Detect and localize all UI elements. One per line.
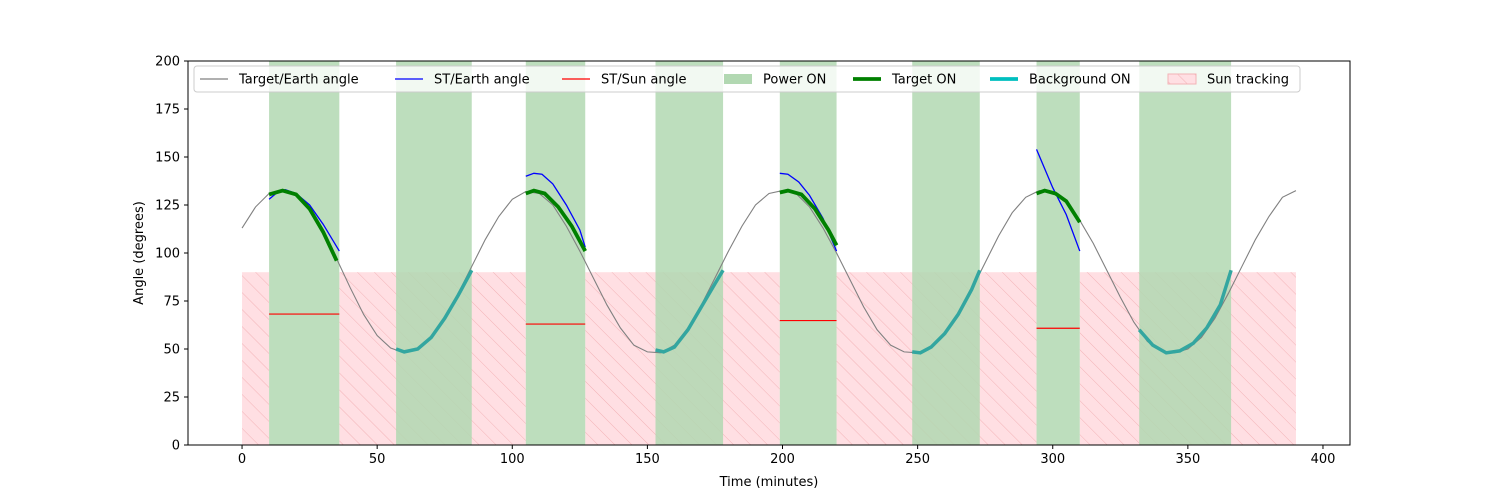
legend: Target/Earth angle ST/Earth angle ST/Sun a… [193, 65, 1301, 93]
legend-item-2: ST/Earth angle [395, 73, 530, 88]
y-tick-label: 150 [155, 151, 180, 166]
legend-label: Sun tracking [1207, 73, 1289, 88]
power-on-band-8 [1139, 61, 1232, 445]
x-tick-label: 150 [635, 452, 660, 467]
x-tick-label: 300 [1040, 452, 1065, 467]
legend-label: ST/Sun angle [601, 73, 687, 88]
y-tick-label: 200 [155, 55, 180, 70]
x-tick-label: 200 [770, 452, 795, 467]
legend-item-5: Target ON [853, 73, 956, 88]
x-tick-label: 250 [905, 452, 930, 467]
background-on-segment-2 [655, 269, 725, 354]
legend-item-7: Sun tracking [1167, 73, 1289, 88]
x-axis-label: Time (minutes) [719, 475, 819, 490]
x-tick-label: 350 [1175, 452, 1200, 467]
legend-item-4: Power ON [724, 73, 826, 88]
legend-item-3: ST/Sun angle [562, 73, 687, 88]
sun-tracking-hatch-1 [242, 272, 270, 445]
y-tick-label: 100 [155, 247, 180, 262]
x-tick-label: 0 [238, 452, 246, 467]
power-on-band-3 [525, 61, 586, 445]
power-on-band-5 [779, 61, 837, 445]
y-tick-label: 50 [163, 343, 180, 358]
legend-label: Power ON [763, 73, 826, 88]
target-on-segment-4 [1035, 188, 1082, 224]
power-on-band-2 [396, 61, 472, 445]
legend-label: ST/Earth angle [434, 73, 530, 88]
y-tick-label: 175 [155, 103, 180, 118]
legend-label: Target/Earth angle [238, 73, 359, 88]
power-on-band-7 [1036, 61, 1080, 445]
y-tick-label: 75 [163, 295, 180, 310]
x-tick-label: 50 [369, 452, 386, 467]
target-on-segment-1 [268, 188, 339, 262]
y-tick-label: 125 [155, 199, 180, 214]
power-on-band-4 [655, 61, 724, 445]
target-on-segment-3 [779, 188, 839, 247]
x-tick-label: 100 [500, 452, 525, 467]
st-earth-segment-2 [525, 172, 586, 248]
x-tick-label: 400 [1311, 452, 1336, 467]
background-on-segment-1 [395, 269, 474, 354]
legend-label: Background ON [1029, 73, 1131, 88]
power-on-band-6 [912, 61, 980, 445]
legend-swatch [724, 74, 752, 84]
legend-label: Target ON [891, 73, 956, 88]
st-earth-segment-4 [1035, 149, 1081, 252]
legend-item-1: Target/Earth angle [200, 73, 359, 88]
y-tick-label: 25 [163, 391, 180, 406]
legend-item-6: Background ON [990, 73, 1131, 88]
background-on-segment-3 [912, 269, 982, 355]
power-on-band-1 [269, 61, 340, 445]
y-axis-label: Angle (degrees) [132, 201, 147, 305]
y-tick-label: 0 [172, 439, 180, 454]
target-on-segment-2 [525, 188, 587, 252]
background-on-segment-4 [1137, 269, 1233, 355]
legend-swatch-hatch [1168, 74, 1196, 84]
